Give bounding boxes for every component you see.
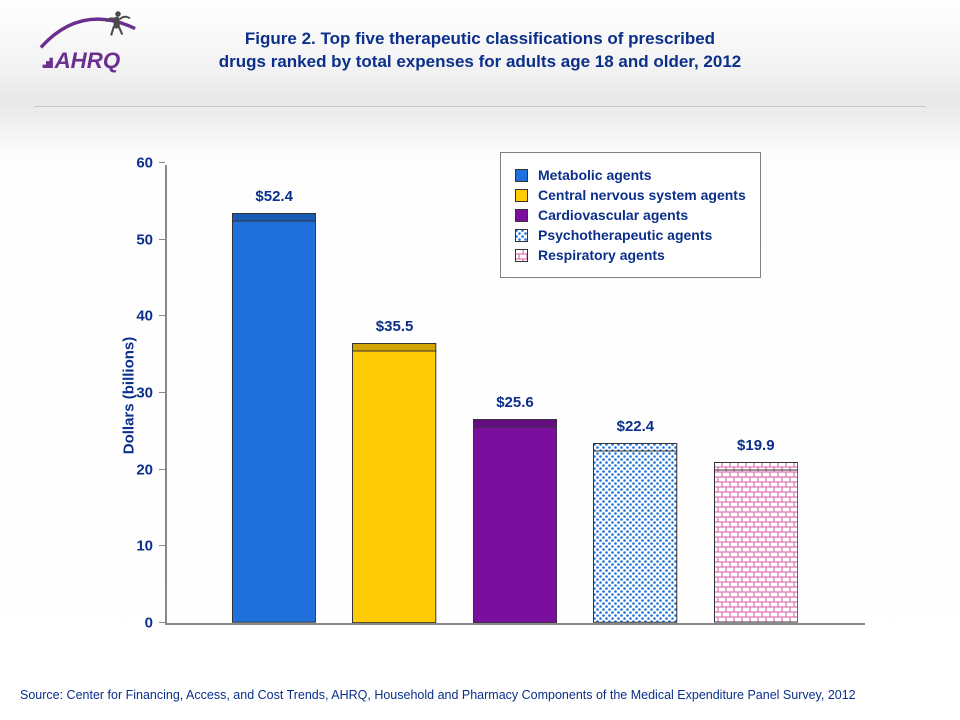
bar-value-label: $35.5 — [376, 318, 414, 335]
legend-label: Central nervous system agents — [538, 187, 746, 203]
legend-item: Psychotherapeutic agents — [515, 227, 746, 243]
bar: $19.9 — [714, 462, 798, 623]
legend-item: Central nervous system agents — [515, 187, 746, 203]
legend-label: Metabolic agents — [538, 167, 652, 183]
bar: $35.5 — [352, 343, 436, 623]
source-citation: Source: Center for Financing, Access, an… — [20, 688, 856, 702]
y-tick-label: 10 — [136, 538, 165, 555]
bar-value-label: $25.6 — [496, 394, 534, 411]
legend-label: Respiratory agents — [538, 247, 665, 263]
bar: $22.4 — [593, 443, 677, 623]
legend-label: Cardiovascular agents — [538, 207, 688, 223]
bar: $52.4 — [232, 213, 316, 623]
divider — [34, 106, 926, 107]
y-tick-label: 60 — [136, 155, 165, 172]
y-tick-label: 0 — [145, 615, 165, 632]
legend-item: Cardiovascular agents — [515, 207, 746, 223]
chart-title: Figure 2. Top five therapeutic classific… — [0, 28, 960, 74]
y-tick-label: 20 — [136, 461, 165, 478]
y-tick-label: 50 — [136, 231, 165, 248]
bar-value-label: $19.9 — [737, 437, 775, 454]
y-tick-label: 30 — [136, 385, 165, 402]
legend-item: Metabolic agents — [515, 167, 746, 183]
bar-value-label: $22.4 — [617, 418, 655, 435]
y-tick-label: 40 — [136, 308, 165, 325]
legend-item: Respiratory agents — [515, 247, 746, 263]
bar: $25.6 — [473, 419, 557, 623]
bar-value-label: $52.4 — [255, 188, 293, 205]
legend-label: Psychotherapeutic agents — [538, 227, 712, 243]
legend: Metabolic agents Central nervous system a… — [500, 152, 761, 278]
